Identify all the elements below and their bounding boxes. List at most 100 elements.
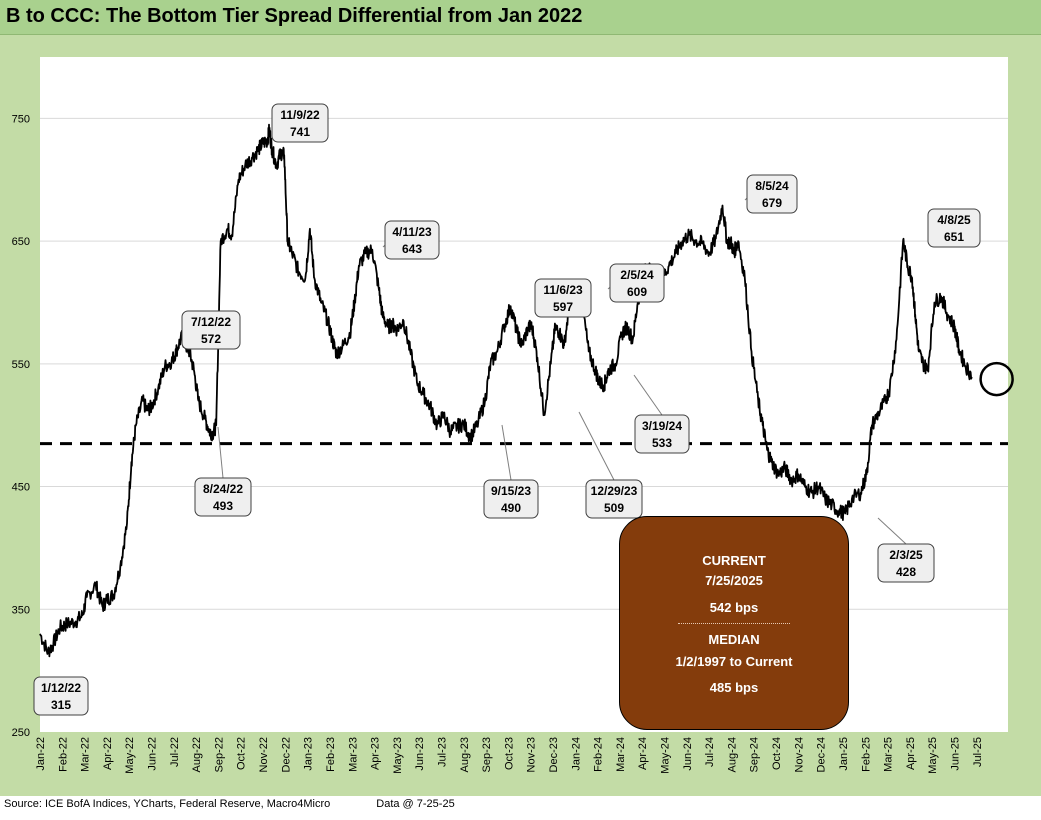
callout-label: 3/19/24 533 [634,414,690,454]
callout-leader [578,411,615,481]
callout-label: 8/5/24 679 [746,174,798,214]
callout-value: 679 [762,196,782,210]
current-marker [979,361,1014,397]
y-tick-label: 350 [12,604,30,616]
x-tick-label: Mar-23 [347,737,359,772]
callout-value: 597 [553,300,573,314]
callout-label: 9/15/23 490 [483,479,539,519]
callout-date: 8/5/24 [755,179,789,193]
callout-date: 4/8/25 [937,213,971,227]
x-tick-label: Apr-23 [370,737,382,770]
callout-date: 9/15/23 [491,484,531,498]
x-tick-label: Apr-25 [905,737,917,770]
callout-value: 490 [501,501,521,515]
callout-leader [633,374,663,416]
series-line [39,123,973,658]
x-tick-label: Sep-24 [749,737,761,772]
x-tick-label: Aug-24 [726,737,738,772]
x-tick-label: May-23 [392,737,404,774]
y-tick-label: 250 [12,727,30,739]
callout-label: 11/9/22 741 [271,103,329,143]
callout-label: 2/3/25 428 [877,543,935,583]
callout-date: 12/29/23 [591,484,638,498]
callout-date: 4/11/23 [392,225,432,239]
callout-value: 609 [627,285,647,299]
x-tick-label: Feb-22 [57,737,69,772]
x-tick-label: Mar-22 [80,737,92,772]
x-tick-label: Jun-23 [414,737,426,771]
x-tick-label: Apr-22 [102,737,114,770]
x-tick-label: Dec-23 [548,737,560,772]
x-tick-label: Mar-24 [615,737,627,772]
callout-label: 2/5/24 609 [609,263,665,303]
x-tick-label: Jan-24 [570,737,582,771]
x-tick-label: Oct-23 [503,737,515,770]
callout-leader [501,424,512,481]
callout-value: 315 [51,698,71,712]
x-tick-label: Feb-23 [325,737,337,772]
callout-value: 572 [201,332,221,346]
x-tick-label: Dec-24 [816,737,828,772]
x-tick-label: May-25 [927,737,939,774]
x-tick-label: Aug-22 [191,737,203,772]
callout-date: 11/9/22 [280,108,320,122]
callout-label: 4/11/23 643 [384,220,440,260]
callout-date: 11/6/23 [543,283,583,297]
summary-divider [678,623,790,624]
callout-value: 428 [896,565,916,579]
callout-date: 3/19/24 [642,419,682,433]
x-tick-label: Nov-23 [526,737,538,772]
x-tick-label: Aug-23 [459,737,471,772]
callout-value: 651 [944,230,964,244]
median-value: 485 bps [709,680,759,695]
callout-label: 7/12/22 572 [181,310,241,350]
summary-box: CURRENT 7/25/2025 542 bps MEDIAN 1/2/199… [619,516,849,730]
x-tick-label: Feb-24 [593,737,605,772]
x-tick-label: Jan-22 [35,737,47,771]
source-note: Source: ICE BofA Indices, YCharts, Feder… [4,798,331,810]
callout-value: 643 [402,242,422,256]
callout-date: 7/12/22 [191,315,231,329]
x-tick-label: Jan-23 [303,737,315,771]
x-tick-label: May-22 [124,737,136,774]
y-tick-label: 750 [12,113,30,125]
x-tick-label: May-24 [660,737,672,774]
chart-title: B to CCC: The Bottom Tier Spread Differe… [6,5,583,27]
x-tick-label: Jun-24 [682,737,694,771]
x-tick-label: Jul-25 [972,737,984,767]
current-label: CURRENT [702,553,766,568]
x-tick-label: Oct-24 [771,737,783,770]
x-tick-label: Dec-22 [280,737,292,772]
callout-value: 533 [652,436,672,450]
footer: Source: ICE BofA Indices, YCharts, Feder… [4,798,455,810]
callout-leader [217,426,224,479]
y-tick-label: 650 [12,236,30,248]
title-bar: B to CCC: The Bottom Tier Spread Differe… [0,0,1041,35]
x-tick-label: Jul-23 [436,737,448,767]
x-tick-label: Mar-25 [883,737,895,772]
callout-date: 1/12/22 [41,681,81,695]
callout-value: 741 [290,125,310,139]
x-tick-label: Jan-25 [838,737,850,771]
x-tick-label: Nov-22 [258,737,270,772]
plot-area: 250 350 450 550 650 750 Jan-22 Feb-22 Mar-22 Apr-… [12,57,1014,774]
callout-date: 2/5/24 [620,268,654,282]
x-tick-label: Feb-25 [860,737,872,772]
callout-date: 2/3/25 [889,548,923,562]
current-value: 542 bps [709,600,759,615]
callout-label: 1/12/22 315 [33,676,89,716]
data-date-note: Data @ 7-25-25 [376,798,455,810]
x-tick-label: Apr-24 [637,737,649,770]
median-range: 1/2/1997 to Current [675,654,793,669]
x-tick-label: Jul-22 [169,737,181,767]
x-tick-label: Jun-25 [949,737,961,771]
y-tick-label: 450 [12,482,30,494]
callout-value: 509 [604,501,624,515]
callout-leader [877,517,907,545]
callout-label: 8/24/22 493 [194,477,252,517]
x-tick-label: Nov-24 [793,737,805,772]
line-chart: 250 350 450 550 650 750 Jan-22 Feb-22 Mar-22 Apr-… [12,103,1014,774]
x-tick-label: Jul-24 [704,737,716,767]
y-tick-label: 550 [12,359,30,371]
callout-label: 11/6/23 597 [534,278,592,318]
